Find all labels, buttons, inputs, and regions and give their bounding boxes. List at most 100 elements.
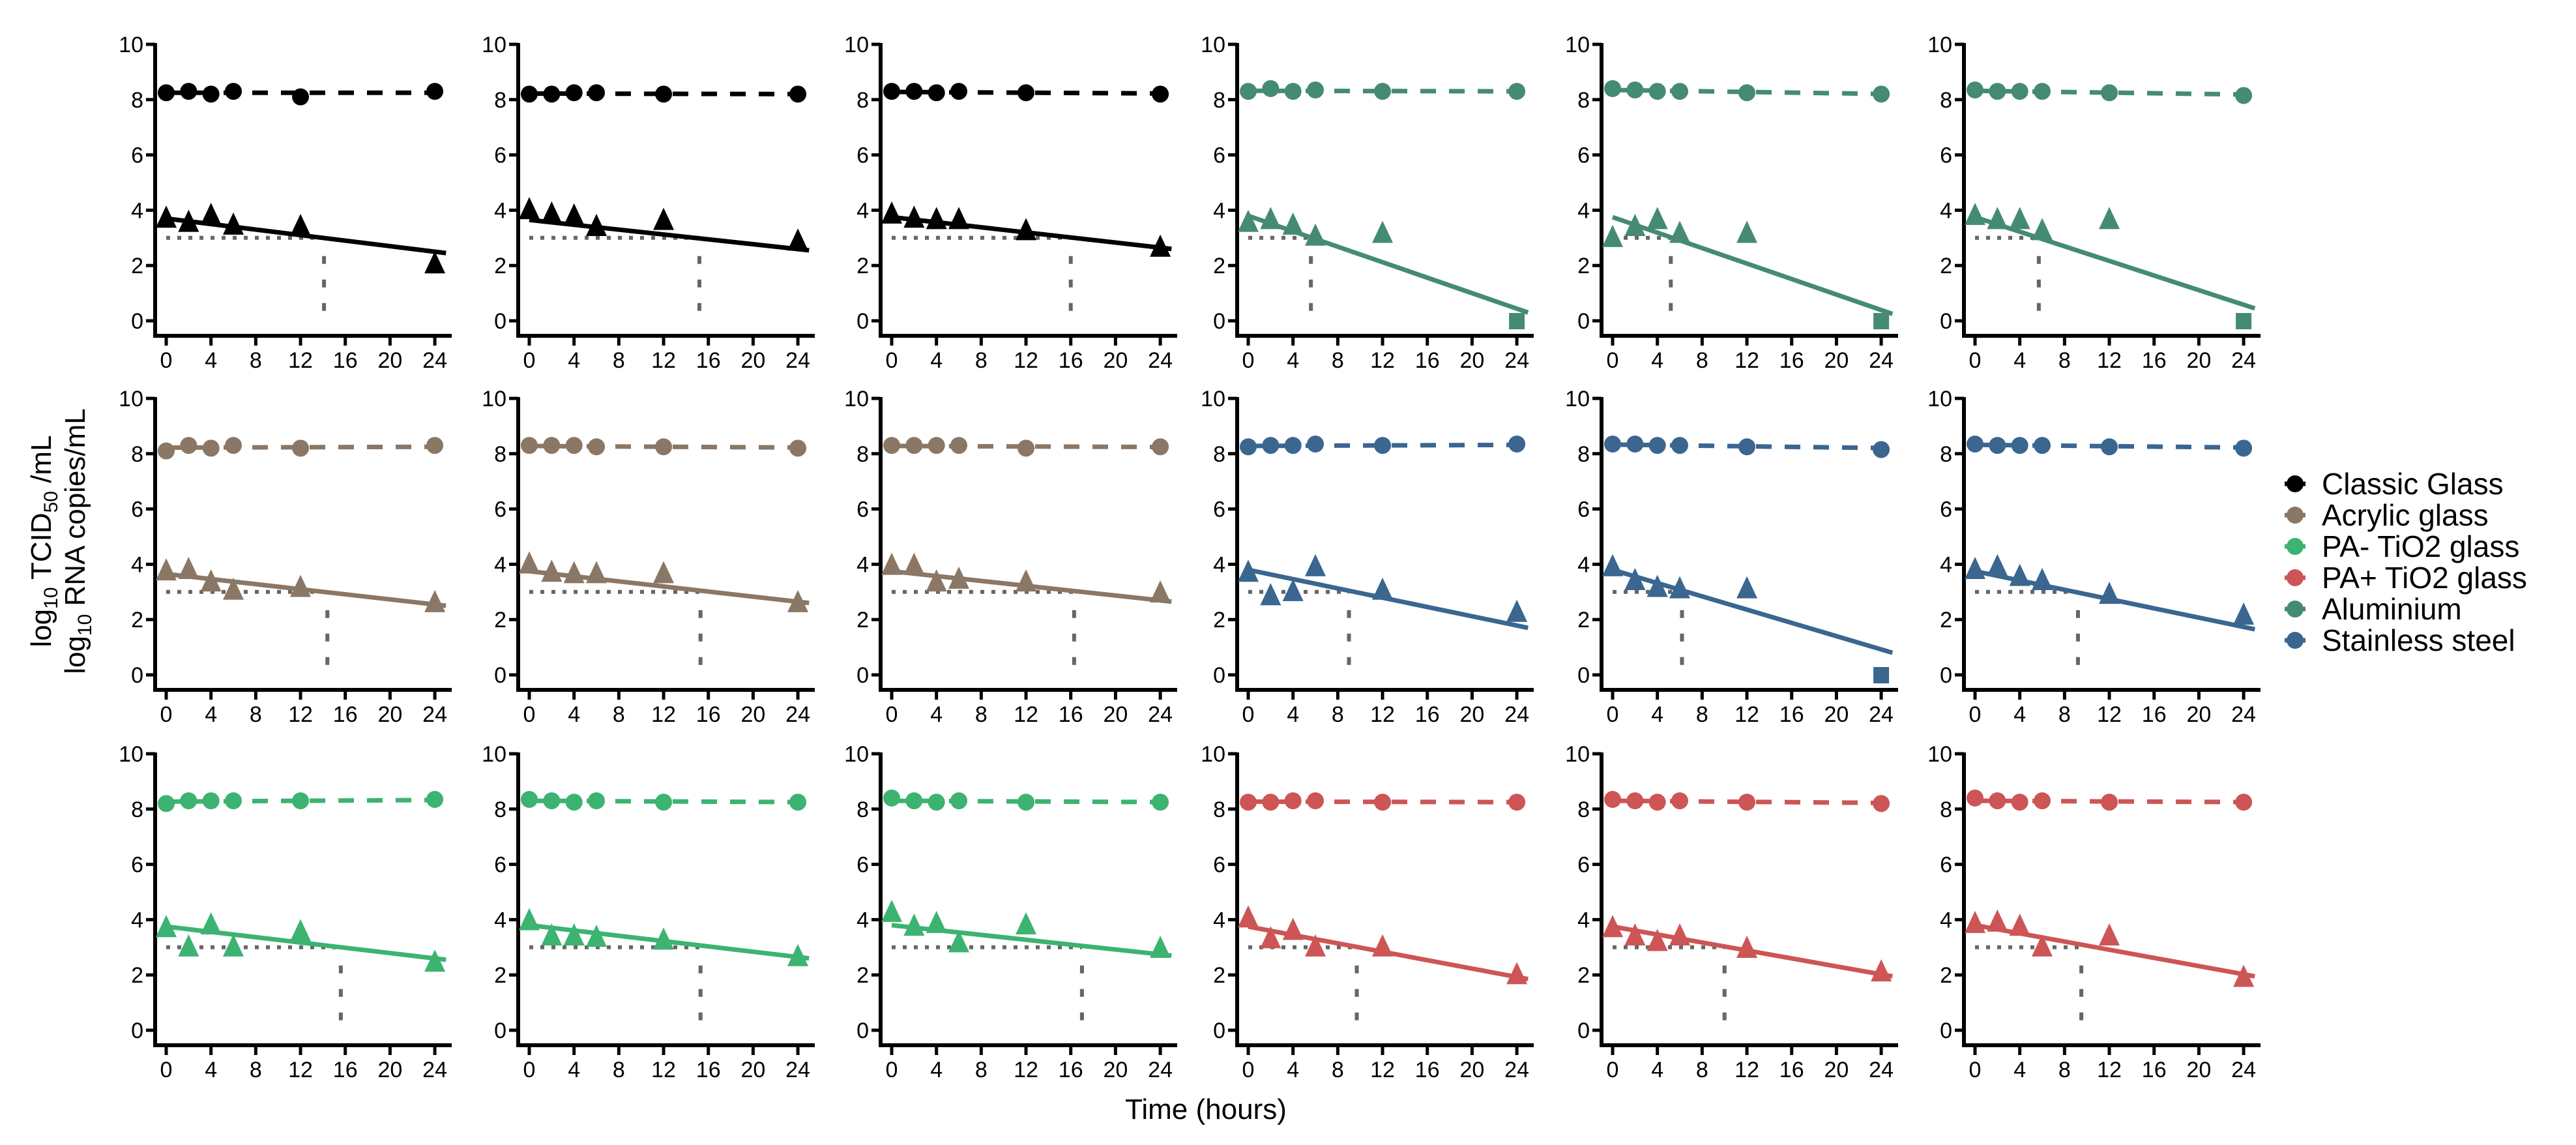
infectious-point xyxy=(903,552,925,575)
rna-point xyxy=(1240,438,1257,456)
rna-point xyxy=(1873,795,1890,812)
y-tick-label: 2 xyxy=(1213,254,1225,278)
infectious-point xyxy=(223,934,244,957)
x-tick-label: 24 xyxy=(422,348,447,373)
x-tick-label: 12 xyxy=(1014,702,1038,727)
y-tick-label: 0 xyxy=(1940,309,1952,334)
x-tick-label: 16 xyxy=(1059,702,1083,727)
infectious-point xyxy=(223,577,244,600)
legend-marker xyxy=(2287,632,2304,649)
infectious-point xyxy=(787,589,809,612)
infectious-point xyxy=(586,925,607,947)
rna-point xyxy=(2034,437,2051,454)
x-tick-label: 20 xyxy=(1103,348,1128,373)
x-tick-label: 24 xyxy=(422,702,447,727)
x-tick-label: 12 xyxy=(1370,702,1395,727)
x-tick-label: 24 xyxy=(785,702,810,727)
x-tick-label: 8 xyxy=(1332,348,1344,373)
infectious-point xyxy=(2032,218,2053,241)
y-tick-label: 4 xyxy=(856,198,869,223)
x-tick-label: 4 xyxy=(930,348,943,373)
y-tick-label: 8 xyxy=(494,442,506,467)
infectious-point xyxy=(926,569,947,592)
x-tick-label: 8 xyxy=(1696,1058,1708,1082)
x-tick-label: 8 xyxy=(975,1058,988,1082)
x-tick-label: 8 xyxy=(2058,702,2071,727)
rna-point xyxy=(202,85,220,103)
y-tick-label: 10 xyxy=(844,33,869,57)
x-tick-label: 24 xyxy=(1504,348,1529,373)
rna-point xyxy=(1240,794,1257,811)
infectious-point xyxy=(563,561,585,584)
rna-point xyxy=(655,438,673,456)
y-tick-label: 2 xyxy=(494,608,506,632)
rna-point xyxy=(2034,83,2051,100)
x-tick-label: 8 xyxy=(613,702,625,727)
rna-fit-line xyxy=(1974,442,2255,450)
infectious-point xyxy=(1647,207,1668,230)
rna-point xyxy=(1017,794,1035,811)
rna-point xyxy=(2011,437,2028,454)
rna-point xyxy=(1374,794,1392,811)
x-tick-label: 4 xyxy=(205,702,217,727)
x-tick-label: 0 xyxy=(1242,1058,1255,1082)
y-tick-label: 4 xyxy=(1213,198,1225,223)
infectious-point xyxy=(948,566,970,589)
infectious-point xyxy=(1016,569,1037,592)
x-tick-label: 0 xyxy=(160,348,173,373)
infectious-point xyxy=(1506,962,1528,985)
x-tick-label: 0 xyxy=(1242,348,1255,373)
rna-fit-line xyxy=(891,443,1172,450)
label-part: /mL xyxy=(25,435,57,491)
x-tick-label: 16 xyxy=(1059,1058,1083,1082)
x-tick-label: 20 xyxy=(377,348,402,373)
x-tick-label: 8 xyxy=(613,348,625,373)
rna-point xyxy=(565,84,583,102)
x-tick-label: 12 xyxy=(1734,702,1759,727)
y-tick-label: 2 xyxy=(856,608,869,632)
x-tick-label: 24 xyxy=(1869,702,1894,727)
rna-point xyxy=(1604,435,1621,453)
rna-point xyxy=(225,792,242,810)
x-tick-label: 16 xyxy=(2142,348,2167,373)
infectious-point xyxy=(178,209,199,232)
legend-item: PA+ TiO2 glass xyxy=(2285,561,2527,595)
rna-point xyxy=(292,792,310,810)
infectious-point xyxy=(424,251,446,274)
rna-point xyxy=(521,790,538,808)
x-tick-label: 8 xyxy=(250,702,262,727)
x-tick-label: 0 xyxy=(1969,1058,1982,1082)
rna-point xyxy=(158,795,175,812)
x-tick-label: 4 xyxy=(1287,702,1299,727)
y-tick-label: 6 xyxy=(131,853,143,878)
infectious-point xyxy=(200,203,222,225)
rna-fit-line xyxy=(891,798,1172,805)
x-tick-label: 0 xyxy=(1607,1058,1619,1082)
x-tick-label: 20 xyxy=(1459,348,1484,373)
rna-point xyxy=(883,83,900,100)
x-tick-label: 4 xyxy=(1287,348,1299,373)
y-tick-label: 2 xyxy=(1577,963,1590,988)
y-tick-label: 0 xyxy=(131,1019,143,1043)
x-tick-label: 16 xyxy=(333,702,358,727)
rna-point xyxy=(1671,83,1689,100)
infectious-point xyxy=(1260,583,1281,606)
y-tick-label: 10 xyxy=(844,387,869,411)
infectious-point xyxy=(881,201,902,224)
rna-point xyxy=(655,85,673,103)
y-tick-label: 4 xyxy=(494,908,506,932)
y-tick-label: 8 xyxy=(856,797,869,822)
legend-item: PA- TiO2 glass xyxy=(2285,529,2519,563)
y-tick-label: 10 xyxy=(1565,33,1590,57)
rna-point xyxy=(1989,83,2006,100)
infectious-point xyxy=(2099,923,2120,945)
x-tick-label: 8 xyxy=(1332,1058,1344,1082)
x-tick-label: 0 xyxy=(160,1058,173,1082)
x-tick-label: 16 xyxy=(696,348,721,373)
